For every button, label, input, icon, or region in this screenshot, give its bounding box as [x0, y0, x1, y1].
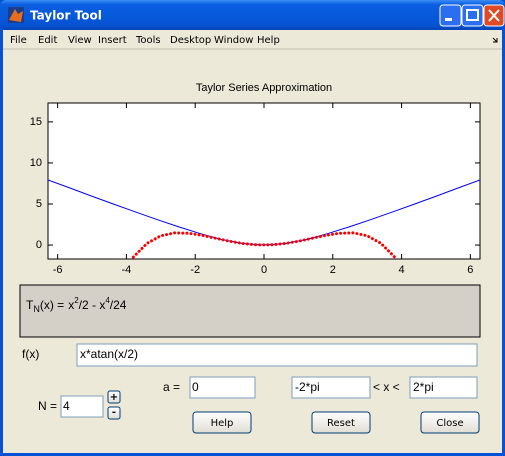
menu-item[interactable]: Desktop [170, 35, 211, 46]
a-value: 0 [192, 380, 199, 394]
button[interactable] [192, 411, 252, 434]
a-input[interactable] [189, 376, 256, 399]
button[interactable] [311, 411, 371, 434]
chart-title: Taylor Series Approximation [196, 82, 332, 94]
increment-label: + [110, 392, 118, 403]
approximation-line [131, 231, 397, 259]
x-tick-label: -4 [122, 264, 132, 276]
a-label: a = [163, 380, 180, 394]
button-label: Help [211, 418, 234, 429]
taylor-suffix: (x) = [40, 298, 64, 312]
x-tick-label: 6 [467, 264, 473, 276]
button-label: Reset [327, 418, 355, 429]
title-bar [0, 0, 505, 30]
y-tick-label: 0 [36, 239, 42, 251]
taylor-name: T [26, 298, 34, 312]
n-value: 4 [63, 399, 70, 413]
plot-area [47, 102, 481, 260]
expr-term: /24 [110, 298, 127, 312]
menu-item[interactable]: Edit [38, 35, 57, 46]
menu-bar [3, 31, 502, 48]
f-input[interactable] [76, 343, 478, 367]
close-button[interactable] [483, 4, 505, 27]
n-label: N = [38, 399, 57, 413]
decrement-button[interactable] [107, 406, 121, 420]
y-tick-label: 5 [36, 198, 42, 210]
expr-exponent: 4 [105, 296, 110, 305]
f-label: f(x) [22, 347, 39, 361]
y-tick-label: 15 [30, 116, 42, 128]
expr-term: x [68, 298, 74, 312]
menu-item[interactable]: Tools [135, 35, 161, 46]
n-input[interactable] [60, 395, 104, 418]
decrement-label: - [112, 407, 116, 418]
minimize-button[interactable] [439, 4, 462, 27]
menu-item[interactable]: View [68, 35, 92, 46]
window-title: Taylor Tool [30, 9, 102, 23]
taylor-formula: TN(x) = x2/2 - x4/24 [26, 296, 127, 314]
x-tick-label: 2 [330, 264, 336, 276]
formula-panel [19, 284, 481, 338]
app-icon [8, 7, 24, 23]
menu-item[interactable]: File [10, 35, 27, 46]
y-tick-label: 10 [30, 157, 42, 169]
menu-item[interactable]: Window [214, 35, 253, 46]
xmin-value: -2*pi [295, 380, 320, 394]
x-tick-label: 0 [261, 264, 267, 276]
x-tick-label: -6 [53, 264, 63, 276]
range-label: < x < [373, 380, 400, 394]
toolbar-arrow [492, 37, 498, 43]
button-label: Close [436, 418, 463, 429]
menu-item[interactable]: Insert [98, 35, 127, 46]
expr-exponent: 2 [74, 296, 79, 305]
x-tick-label: -2 [190, 264, 200, 276]
expr-term: /2 - x [79, 298, 106, 312]
xmax-value: 2*pi [413, 380, 434, 394]
xmax-input[interactable] [409, 376, 478, 399]
maximize-button[interactable] [461, 4, 484, 27]
f-value: x*atan(x/2) [80, 347, 138, 361]
menu-item[interactable]: Help [257, 35, 280, 46]
xmin-input[interactable] [291, 376, 371, 399]
increment-button[interactable] [107, 390, 121, 404]
button[interactable] [420, 411, 480, 434]
x-tick-label: 4 [399, 264, 405, 276]
taylor-subscript: N [33, 304, 40, 314]
